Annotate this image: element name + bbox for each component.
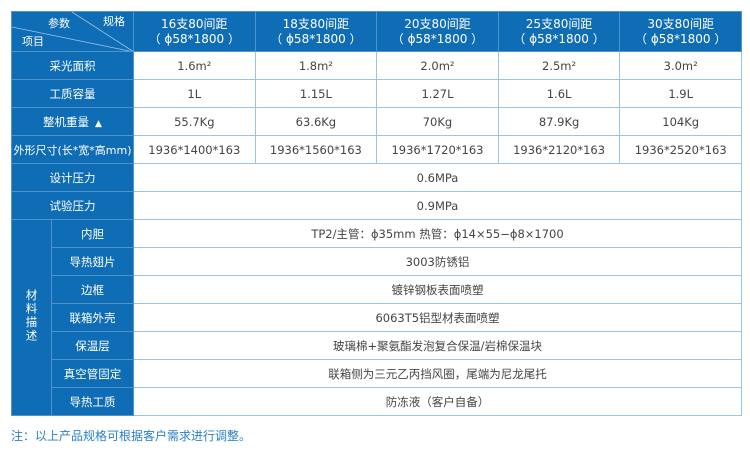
corner-param: 参数 <box>48 17 70 30</box>
column-header: 20支80间距（ ϕ58*1800 ） <box>376 11 499 52</box>
table-row: 联箱外壳 6063T5铝型材表面喷塑 <box>12 303 742 332</box>
table-row: 设计压力 0.6MPa <box>11 163 742 192</box>
table-row: 导热翅片 3003防锈铝 <box>12 247 742 276</box>
table-row: 采光面积 1.6m² 1.8m² 2.0m² 2.5m² 3.0m² <box>11 51 742 80</box>
header-row: 参数 规格 项目 16支80间距（ ϕ58*1800 ） 18支80间距（ ϕ5… <box>11 11 742 52</box>
footnote: 注：以上产品规格可根据客户需求进行调整。 <box>11 429 252 443</box>
table-row: 材料描述 内胆 TP2/主管：ϕ35mm 热管：ϕ14×55−ϕ8×1700 <box>11 219 742 416</box>
triangle-up-icon: ▲ <box>95 118 102 129</box>
table-row: 试验压力 0.9MPa <box>11 191 742 220</box>
corner-cell: 参数 规格 项目 <box>11 11 134 52</box>
diagonal-lines <box>12 12 133 51</box>
corner-spec: 规格 <box>103 15 125 28</box>
corner-item: 项目 <box>22 35 44 48</box>
spec-table: 参数 规格 项目 16支80间距（ ϕ58*1800 ） 18支80间距（ ϕ5… <box>11 11 742 416</box>
materials-group-label: 材料描述 <box>11 219 52 416</box>
table-row: 导热工质 防冻液（客户自备） <box>12 387 742 416</box>
table-row: 保温层 玻璃棉+聚氨酯发泡复合保温/岩棉保温块 <box>12 331 742 360</box>
column-header: 16支80间距（ ϕ58*1800 ） <box>133 11 256 52</box>
table-row: 外形尺寸(长*宽*高mm) 1936*1400*163 1936*1560*163 1… <box>11 135 742 164</box>
table-row: 工质容量 1L 1.15L 1.27L 1.6L 1.9L <box>11 79 742 108</box>
table-row: 整机重量 ▲ 55.7Kg 63.6Kg 70Kg 87.9Kg 104Kg <box>11 107 742 136</box>
column-header: 25支80间距（ ϕ58*1800 ） <box>497 11 621 52</box>
table-row: 边框 镀锌钢板表面喷塑 <box>12 275 742 304</box>
column-header: 18支80间距（ ϕ58*1800 ） <box>254 11 378 52</box>
column-header: 30支80间距（ ϕ58*1800 ） <box>619 11 742 52</box>
table-row: 真空管固定 联箱侧为三元乙丙挡风圈，尾端为尼龙尾托 <box>12 359 742 388</box>
